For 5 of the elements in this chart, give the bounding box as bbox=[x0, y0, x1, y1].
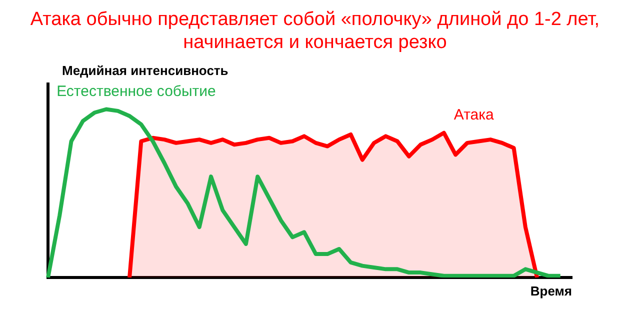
x-axis-title: Время bbox=[530, 284, 572, 299]
series-label: Атака bbox=[454, 106, 495, 124]
y-axis-title: Медийная интенсивность bbox=[62, 63, 228, 78]
series-label: Естественное событие bbox=[56, 82, 216, 100]
chart-title: Атака обычно представляет собой «полочку» длиной до 1-2 лет, начинается и кончается резко bbox=[29, 8, 601, 54]
